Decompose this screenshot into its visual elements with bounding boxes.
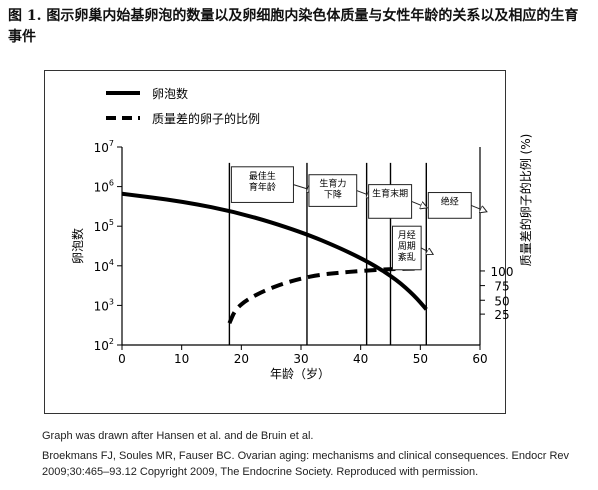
- x-tick-label: 40: [353, 352, 368, 366]
- event-box: 月经周期紊乱: [392, 225, 433, 271]
- series-group: [121, 191, 428, 325]
- x-tick-label: 10: [174, 352, 189, 366]
- series-line-poor-quality-oocytes: [227, 266, 421, 325]
- y-left-tick-group: 102 103 104 105 106 107: [94, 139, 122, 353]
- chart-legend: 卵泡数 质量差的卵子的比例: [106, 86, 260, 126]
- figure-title: 图 1. 图示卵巢内始基卵泡的数量以及卵细胞内染色体质量与女性年龄的关系以及相应…: [8, 8, 579, 45]
- event-box: 最佳生育年龄: [230, 166, 313, 203]
- x-axis-label: 年龄（岁）: [270, 366, 330, 381]
- y-right-tick-label: 50: [494, 294, 509, 308]
- series-line-follicle-count: [121, 191, 428, 311]
- event-label: 月经周期紊乱: [398, 229, 416, 263]
- y-left-tick-label: 103: [94, 297, 114, 313]
- y-left-tick-label: 106: [94, 179, 114, 195]
- event-box-frame: [230, 166, 294, 203]
- y-right-tick-label: 25: [494, 308, 509, 322]
- event-label: 生育力下降: [319, 178, 346, 201]
- y-left-tick-label: 102: [94, 337, 114, 353]
- event-label: 绝经: [441, 196, 459, 208]
- x-tick-label: 60: [472, 352, 487, 366]
- chart-panel: [44, 70, 506, 414]
- x-tick-group: 0 10 20 30 40 50 60: [118, 345, 488, 366]
- caption-reference: Broekmans FJ, Soules MR, Fauser BC. Ovar…: [42, 450, 570, 478]
- event-label: 最佳生育年龄: [249, 170, 276, 193]
- event-box-frame: [392, 225, 422, 271]
- legend-dashed-label: 质量差的卵子的比例: [152, 111, 260, 126]
- x-tick-label: 50: [413, 352, 428, 366]
- event-arrow: [471, 204, 486, 211]
- y-axis-left-label: 卵泡数: [70, 228, 85, 264]
- legend-solid-label: 卵泡数: [152, 86, 188, 101]
- event-box: 生育末期: [368, 184, 427, 219]
- event-arrow: [420, 247, 432, 254]
- y-left-tick-label: 105: [94, 218, 114, 234]
- x-tick-label: 20: [234, 352, 249, 366]
- caption-source: Graph was drawn after Hansen et al. and …: [42, 430, 314, 442]
- event-box: 生育力下降: [308, 174, 373, 207]
- event-label: 生育末期: [372, 188, 408, 200]
- y-left-tick-label: 107: [94, 139, 114, 155]
- event-arrow: [411, 200, 427, 207]
- x-tick-label: 0: [118, 352, 126, 366]
- event-box-frame: [427, 192, 472, 219]
- follicle-age-chart: 卵泡数 质量差的卵子的比例 0 10 20 30 40 50 60 102 103 104 105…: [70, 86, 533, 381]
- y-right-tick-label: 75: [494, 280, 509, 294]
- y-left-tick-label: 104: [94, 258, 114, 274]
- y-axis-right-label: 质量差的卵子的比例 (%): [518, 134, 533, 267]
- event-box: 绝经: [427, 192, 486, 219]
- x-tick-label: 30: [293, 352, 308, 366]
- y-right-tick-label: 100: [491, 265, 514, 279]
